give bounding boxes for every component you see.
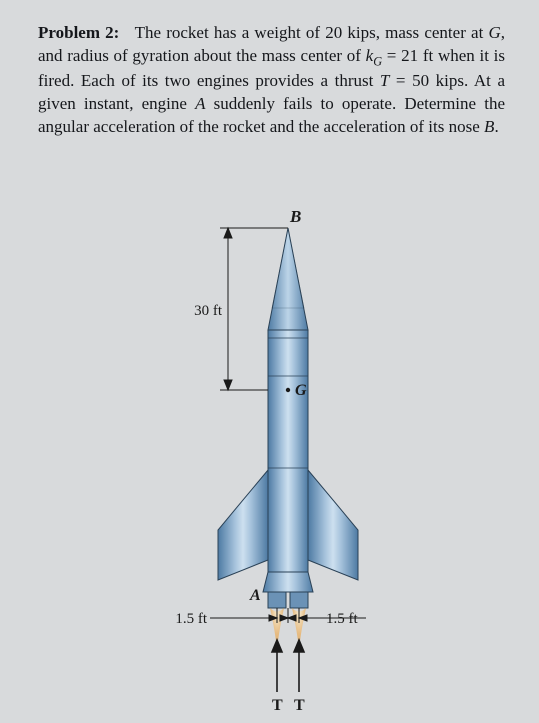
dim-1-5ft-left: 1.5 ft [175,611,207,627]
rocket-fin-left [218,470,268,580]
label-G: G [295,382,307,399]
rocket-diagram: G B A 30 ft 1.5 ft 1.5 ft T T [0,200,539,720]
period: . [494,117,498,136]
rocket-body [268,330,308,575]
symbol-kG-sub: G [373,54,382,68]
thrust-arrows [272,640,304,692]
symbol-A: A [195,94,205,113]
rocket-skirt [263,572,313,592]
dim-30ft-text: 30 ft [194,303,223,319]
symbol-T: T [380,71,389,90]
problem-statement: Problem 2: The rocket has a weight of 20… [0,0,539,149]
label-T-left: T [272,697,283,714]
eq: = [389,71,412,90]
text: , mass center at [376,23,489,42]
label-A: A [249,587,261,604]
text: The rocket has a weight of [135,23,326,42]
rocket-nose [268,228,308,330]
engine-left [268,592,286,608]
symbol-B: B [484,117,494,136]
kG-value: 21 ft [401,46,433,65]
problem-label: Problem 2: [38,23,119,42]
point-G [286,388,290,392]
T-value: 50 kips [412,71,464,90]
rocket-fin-right [308,470,358,580]
label-T-right: T [294,697,305,714]
dim-1-5ft-right: 1.5 ft [326,611,358,627]
eq: = [382,46,401,65]
engine-right [290,592,308,608]
symbol-G: G [488,23,500,42]
label-B: B [289,207,301,226]
weight-value: 20 kips [325,23,376,42]
